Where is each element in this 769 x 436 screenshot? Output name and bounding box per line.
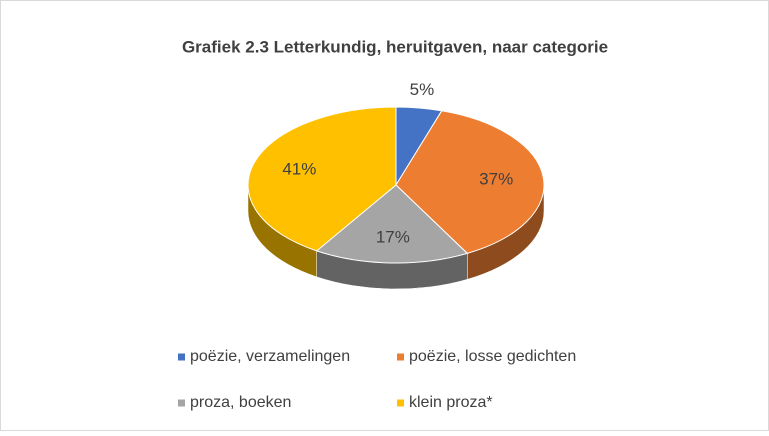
legend-swatch: [397, 353, 404, 361]
legend-swatch: [178, 399, 185, 407]
legend-label: poëzie, losse gedichten: [409, 348, 576, 365]
slice: [247, 106, 397, 252]
data-label: 17%: [376, 227, 410, 246]
legend-label: poëzie, verzamelingen: [190, 348, 350, 365]
data-label: 41%: [282, 160, 316, 179]
chart-title: Grafiek 2.3 Letterkundig, heruitgaven, n…: [182, 37, 608, 56]
data-label: 5%: [410, 80, 435, 99]
legend-label: proza, boeken: [190, 394, 291, 411]
legend-swatch: [178, 353, 185, 361]
slice: [395, 110, 545, 254]
legend-swatch: [397, 399, 404, 407]
slice: [315, 184, 469, 264]
data-label: 37%: [479, 169, 513, 188]
legend-label: klein proza*: [409, 394, 493, 411]
